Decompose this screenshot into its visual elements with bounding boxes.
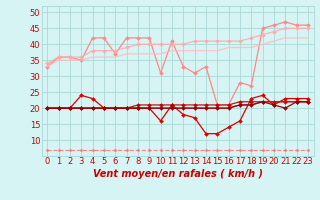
X-axis label: Vent moyen/en rafales ( km/h ): Vent moyen/en rafales ( km/h ) [92, 169, 263, 179]
